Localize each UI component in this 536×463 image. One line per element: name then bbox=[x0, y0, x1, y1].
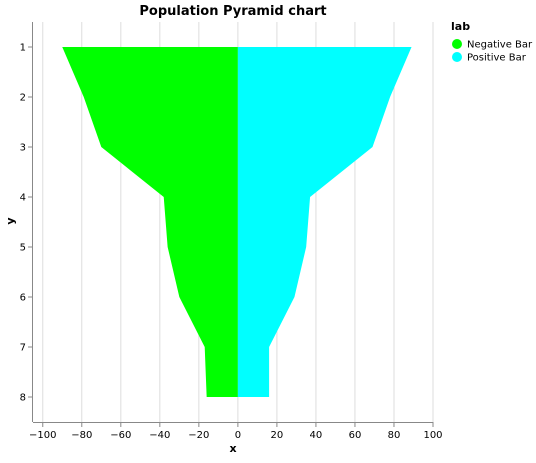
y-tick-label: 7 bbox=[20, 343, 26, 354]
legend-label: Positive Bar bbox=[467, 53, 527, 64]
legend-label: Negative Bar bbox=[467, 40, 533, 51]
legend: lab Negative Bar Positive Bar bbox=[451, 20, 533, 64]
legend-swatch bbox=[452, 52, 462, 62]
x-tick-label: 40 bbox=[310, 430, 323, 441]
x-tick-label: −20 bbox=[188, 430, 209, 441]
legend-title: lab bbox=[451, 20, 470, 33]
x-tick-label: 60 bbox=[349, 430, 362, 441]
x-tick-label: −40 bbox=[149, 430, 170, 441]
chart-title: Population Pyramid chart bbox=[139, 4, 326, 19]
series-layer bbox=[62, 47, 411, 397]
x-tick-label: 80 bbox=[388, 430, 401, 441]
y-tick-label: 2 bbox=[20, 93, 26, 104]
y-axis-title: y bbox=[4, 217, 17, 224]
x-tick-label: 20 bbox=[271, 430, 284, 441]
x-tick-label: −80 bbox=[71, 430, 92, 441]
x-tick-label: 100 bbox=[423, 430, 442, 441]
x-axis-title: x bbox=[229, 442, 236, 455]
x-tick-label: 0 bbox=[235, 430, 241, 441]
x-tick-label: −60 bbox=[110, 430, 131, 441]
x-tick-label: −100 bbox=[29, 430, 56, 441]
legend-swatch bbox=[452, 39, 462, 49]
series-area-negative-bar bbox=[62, 47, 238, 397]
y-tick-label: 8 bbox=[20, 393, 26, 404]
y-tick-label: 3 bbox=[20, 143, 26, 154]
y-tick-label: 4 bbox=[20, 193, 26, 204]
y-tick-label: 5 bbox=[20, 243, 26, 254]
series-area-positive-bar bbox=[238, 47, 412, 397]
y-tick-label: 6 bbox=[20, 293, 26, 304]
y-tick-label: 1 bbox=[20, 43, 26, 54]
